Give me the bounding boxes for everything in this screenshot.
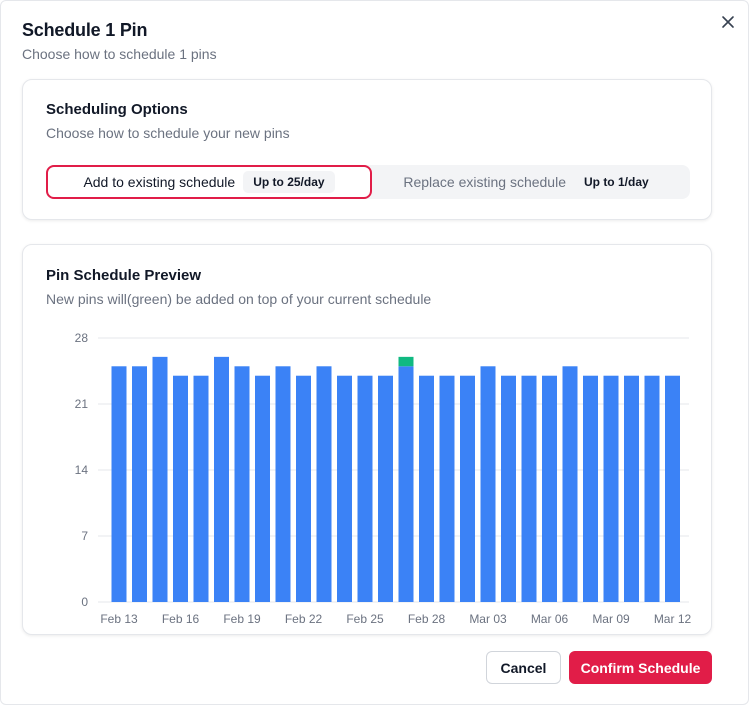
y-tick-label: 14 <box>75 463 89 477</box>
x-tick-label: Mar 09 <box>592 612 630 626</box>
x-tick-label: Feb 22 <box>285 612 323 626</box>
dialog-subtitle: Choose how to schedule 1 pins <box>22 46 217 62</box>
x-tick-label: Feb 25 <box>346 612 384 626</box>
scheduling-options-card: Scheduling Options Choose how to schedul… <box>22 79 712 220</box>
existing-pin-bar <box>398 366 414 602</box>
existing-pin-bar <box>460 375 475 602</box>
existing-pin-bar <box>603 375 619 602</box>
dialog-title: Schedule 1 Pin <box>22 20 148 40</box>
x-tick-label: Feb 19 <box>223 612 261 626</box>
y-tick-label: 0 <box>81 595 88 609</box>
x-tick-label: Feb 16 <box>162 612 200 626</box>
x-tick-label: Mar 06 <box>531 612 569 626</box>
existing-pin-bar <box>624 375 639 602</box>
existing-pin-bar <box>583 375 598 602</box>
existing-pin-bar <box>521 375 537 602</box>
existing-pin-bar <box>665 375 680 602</box>
x-tick-label: Mar 03 <box>469 612 507 626</box>
existing-pin-bar <box>562 366 578 602</box>
option-replace-label: Replace existing schedule <box>403 174 566 190</box>
y-tick-label: 7 <box>81 529 88 543</box>
x-tick-label: Feb 28 <box>408 612 446 626</box>
existing-pin-bar <box>542 375 557 602</box>
existing-pin-bar <box>132 366 147 602</box>
confirm-schedule-button[interactable]: Confirm Schedule <box>569 651 712 684</box>
x-tick-label: Feb 13 <box>100 612 138 626</box>
y-tick-label: 21 <box>75 397 89 411</box>
option-add-label: Add to existing schedule <box>83 174 236 190</box>
preview-subtitle: New pins will(green) be added on top of … <box>46 291 432 307</box>
scheduling-options-subtitle: Choose how to schedule your new pins <box>46 125 290 141</box>
option-replace-existing[interactable]: Replace existing schedule Up to 1/day <box>372 165 690 199</box>
preview-title: Pin Schedule Preview <box>46 267 202 284</box>
pin-schedule-chart: 0 7 14 21 28 Feb 13 Feb 16 Feb 19 Feb 22 Feb 25 Fe… <box>75 331 692 626</box>
pin-schedule-preview-card: Pin Schedule Preview New pins will(green… <box>22 244 712 635</box>
existing-pin-bar <box>316 366 332 602</box>
existing-pin-bar <box>173 375 188 602</box>
schedule-mode-toggle: Add to existing schedule Up to 25/day Re… <box>46 165 690 199</box>
existing-pin-bar <box>193 375 209 602</box>
existing-pin-bar <box>357 375 373 602</box>
existing-pin-bar <box>111 366 127 602</box>
existing-pin-bar <box>296 375 311 602</box>
existing-pin-bar <box>337 375 352 602</box>
existing-pin-bar <box>419 375 434 602</box>
close-icon[interactable] <box>719 13 737 31</box>
cancel-button[interactable]: Cancel <box>486 651 561 684</box>
x-tick-label: Mar 12 <box>654 612 692 626</box>
existing-pin-bar <box>644 375 660 602</box>
y-tick-label: 28 <box>75 331 89 345</box>
existing-pin-bar <box>152 356 168 602</box>
existing-pin-bar <box>378 375 393 602</box>
existing-pin-bar <box>501 375 516 602</box>
new-pin-bar <box>398 356 414 367</box>
option-replace-badge: Up to 1/day <box>583 175 649 189</box>
existing-pin-bar <box>255 375 270 602</box>
scheduling-options-title: Scheduling Options <box>46 101 188 118</box>
existing-pin-bar <box>439 375 455 602</box>
option-add-to-existing[interactable]: Add to existing schedule Up to 25/day <box>46 165 372 199</box>
existing-pin-bar <box>480 366 496 602</box>
option-add-badge: Up to 25/day <box>243 171 335 193</box>
existing-pin-bar <box>275 366 291 602</box>
existing-pin-bar <box>214 356 229 602</box>
existing-pin-bar <box>234 366 250 602</box>
